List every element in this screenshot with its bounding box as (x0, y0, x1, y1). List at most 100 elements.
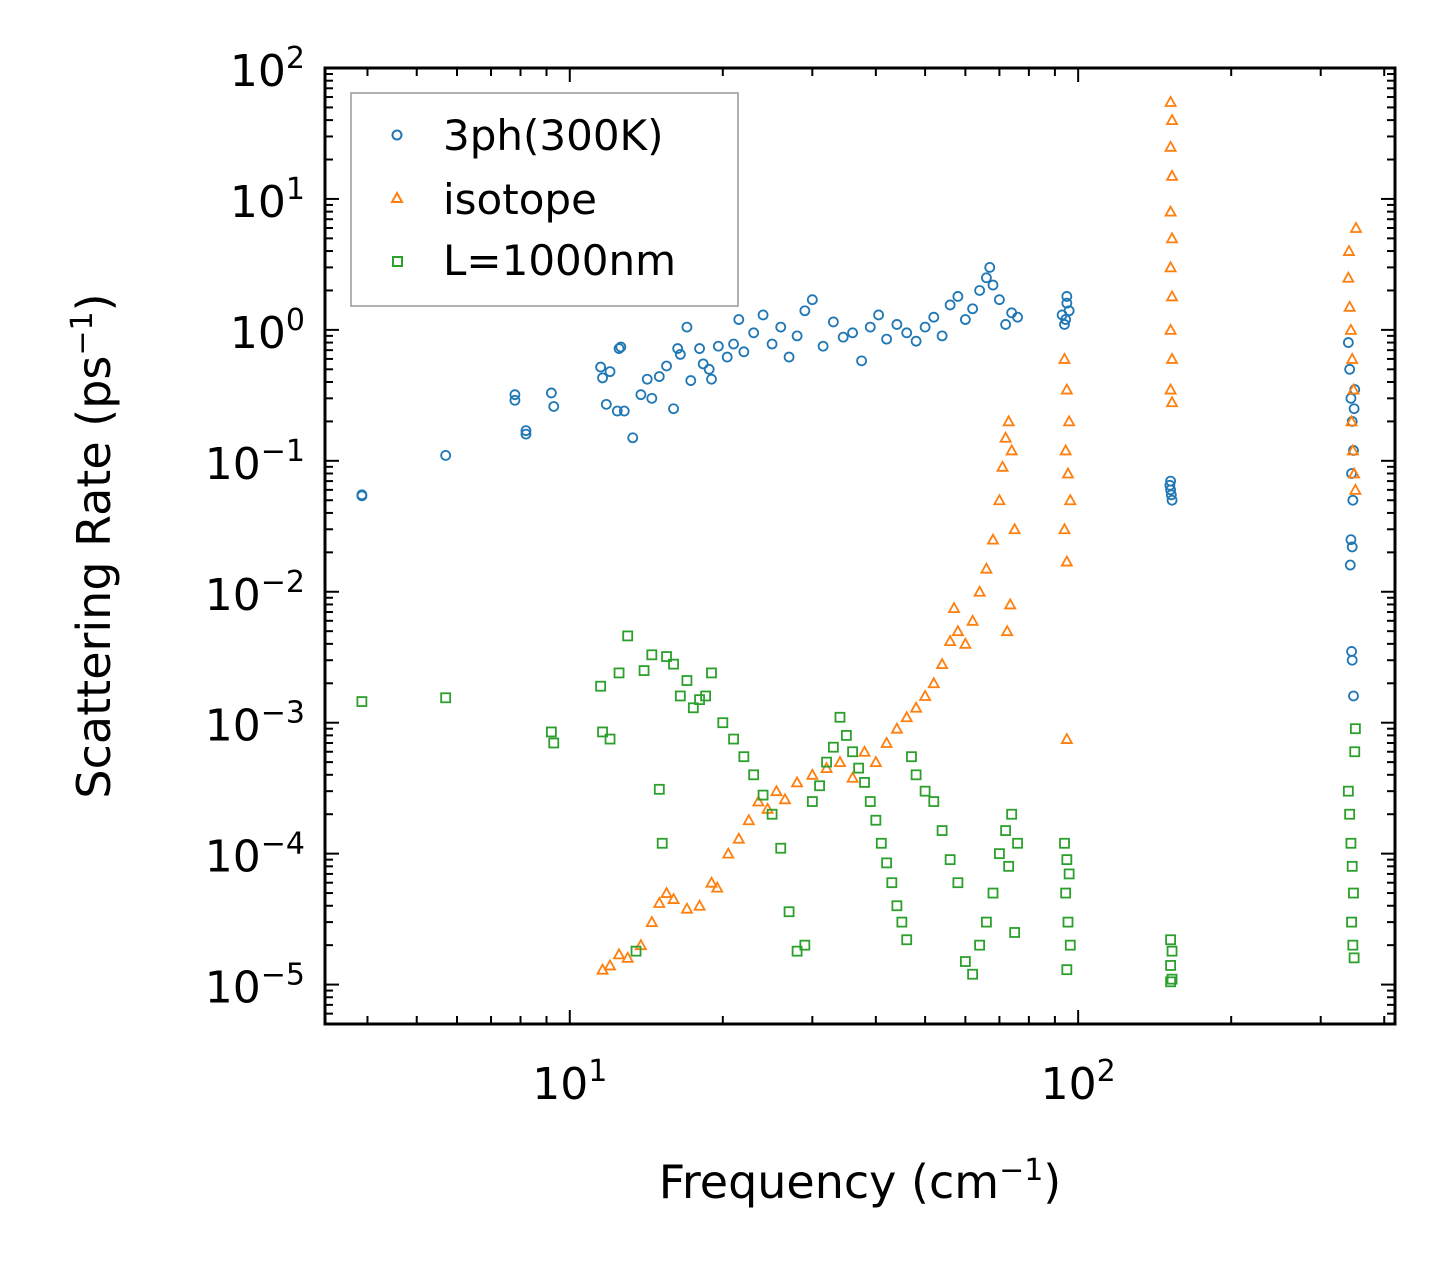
point-boundary (994, 848, 1005, 860)
point-isotope (973, 584, 987, 597)
point-isotope (1060, 382, 1074, 395)
point-isotope (1349, 221, 1363, 233)
legend-label-boundary: L=1000nm (443, 236, 676, 285)
point-isotope (693, 898, 707, 911)
point-3ph (548, 401, 560, 412)
point-boundary (356, 696, 368, 707)
point-boundary (604, 733, 616, 745)
point-3ph (881, 333, 893, 345)
point-boundary (548, 737, 560, 749)
point-boundary (783, 906, 795, 918)
point-isotope (935, 657, 949, 670)
point-isotope (820, 761, 834, 774)
point-3ph (646, 392, 658, 404)
point-boundary (891, 900, 903, 912)
point-isotope (805, 767, 819, 780)
point-boundary (967, 968, 979, 980)
point-3ph (595, 361, 607, 373)
point-boundary (775, 842, 787, 854)
point-3ph (703, 363, 715, 375)
point-isotope (769, 784, 783, 797)
point-boundary (987, 887, 999, 899)
point-boundary (653, 783, 665, 795)
point-boundary (834, 711, 846, 723)
series-1 (596, 95, 1363, 975)
point-boundary (1061, 854, 1073, 866)
point-3ph (733, 314, 745, 325)
point-boundary (700, 690, 712, 702)
point-isotope (1057, 352, 1072, 364)
point-boundary (706, 667, 717, 679)
point-isotope (1005, 443, 1019, 456)
point-isotope (1345, 352, 1359, 364)
point-boundary (1165, 960, 1176, 971)
point-boundary (1345, 837, 1357, 849)
point-boundary (1060, 887, 1072, 899)
point-isotope (751, 794, 765, 807)
point-3ph (806, 294, 818, 306)
point-isotope (951, 624, 965, 637)
point-isotope (846, 770, 860, 783)
point-boundary (1063, 868, 1075, 880)
point-isotope (1165, 395, 1179, 408)
point-isotope (999, 430, 1013, 443)
point-boundary (944, 854, 956, 866)
point-3ph (891, 319, 903, 330)
point-isotope (1164, 382, 1178, 395)
point-boundary (748, 769, 760, 781)
legend-entry-boundary: L=1000nm (392, 236, 676, 285)
point-isotope (1341, 270, 1355, 283)
point-3ph (936, 330, 948, 342)
point-isotope (1063, 493, 1077, 506)
point-3ph (356, 490, 368, 502)
point-isotope (1008, 522, 1022, 535)
point-3ph (837, 331, 849, 343)
point-boundary (875, 837, 887, 849)
point-boundary (1347, 939, 1359, 951)
point-isotope (1165, 231, 1179, 244)
point-isotope (947, 601, 961, 614)
point-isotope (1165, 169, 1179, 181)
point-3ph (775, 321, 787, 333)
point-boundary (738, 751, 750, 763)
point-isotope (612, 947, 626, 960)
y-tick-label: 10−5 (205, 958, 305, 1014)
point-boundary (864, 796, 876, 807)
point-boundary (1346, 860, 1358, 872)
point-isotope (958, 637, 972, 649)
point-isotope (1062, 414, 1076, 427)
point-boundary (1348, 952, 1360, 964)
point-boundary (646, 649, 658, 661)
point-boundary (681, 675, 693, 686)
point-3ph (856, 355, 868, 367)
x-tick-label: 101 (532, 1054, 607, 1110)
point-boundary (1349, 723, 1361, 735)
point-3ph (661, 360, 672, 372)
point-3ph (545, 387, 557, 399)
point-isotope (943, 634, 957, 646)
legend-box (350, 92, 739, 307)
point-3ph (864, 321, 876, 333)
point-isotope (1347, 466, 1361, 479)
point-isotope (645, 915, 659, 928)
point-boundary (613, 667, 625, 679)
point-3ph (712, 340, 724, 352)
point-boundary (440, 692, 452, 704)
point-boundary (906, 751, 917, 763)
point-3ph (1165, 489, 1177, 501)
legend: 3ph(300K) isotope L=1000nm (350, 92, 739, 307)
legend-marker-circle (391, 129, 403, 141)
point-3ph (967, 303, 979, 315)
point-3ph (1344, 363, 1356, 375)
point-3ph (1000, 319, 1012, 330)
point-isotope (742, 813, 756, 826)
point-3ph (1012, 311, 1023, 323)
point-3ph (738, 346, 750, 358)
point-3ph (974, 285, 986, 296)
point-boundary (981, 916, 992, 928)
point-isotope (1165, 289, 1179, 302)
point-3ph (668, 403, 679, 415)
point-boundary (928, 796, 940, 807)
point-isotope (1346, 382, 1361, 395)
point-isotope (1343, 299, 1357, 312)
